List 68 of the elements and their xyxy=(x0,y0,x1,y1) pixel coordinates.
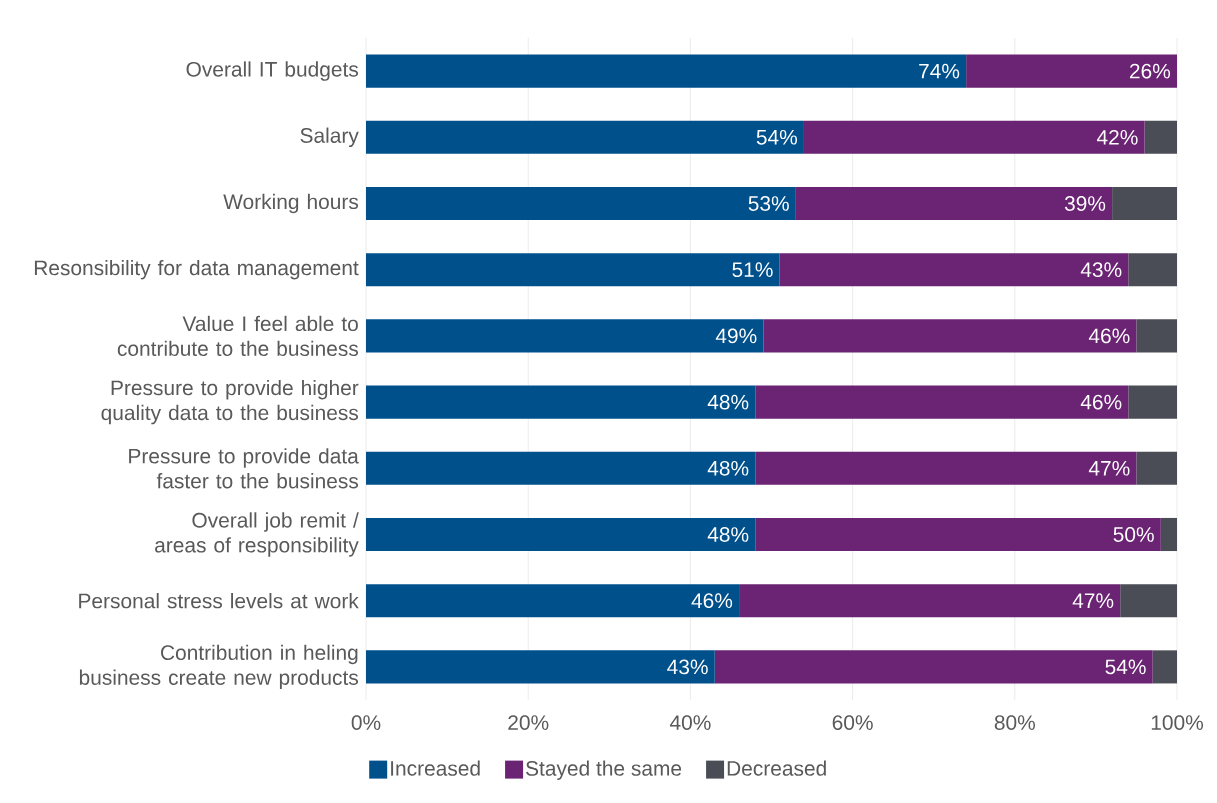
bar xyxy=(1136,319,1178,353)
bar xyxy=(1120,584,1178,618)
data-label: 47% xyxy=(1088,460,1130,476)
bar xyxy=(366,385,756,419)
data-label: 42% xyxy=(1096,129,1138,145)
bar xyxy=(966,54,1178,88)
y-tick-label: Working hours xyxy=(223,193,359,214)
bar xyxy=(366,253,780,287)
data-label: 39% xyxy=(1064,196,1106,211)
bar xyxy=(755,451,1137,485)
data-label: 43% xyxy=(667,659,708,675)
bar xyxy=(366,319,764,353)
data-label: 46% xyxy=(1080,394,1122,410)
data-label: 54% xyxy=(1105,659,1146,675)
y-tick-label: Overall IT budgets xyxy=(186,61,359,81)
x-tick-label: 20% xyxy=(508,715,549,730)
y-tick-label: Resonsibility for data management xyxy=(34,259,359,280)
bar xyxy=(366,186,796,221)
data-label: 74% xyxy=(919,63,960,79)
bar xyxy=(366,451,756,485)
bar xyxy=(1160,517,1178,552)
data-label: 47% xyxy=(1072,593,1114,609)
x-tick-label: 60% xyxy=(832,715,873,730)
data-label: 51% xyxy=(732,262,773,278)
bar xyxy=(1128,253,1178,287)
bar xyxy=(755,385,1129,419)
legend-label: Stayed the same xyxy=(526,760,682,780)
bar xyxy=(1112,186,1178,221)
data-label: 54% xyxy=(756,129,797,145)
data-label: 48% xyxy=(707,460,749,476)
bar xyxy=(1136,451,1178,485)
y-tick-label: Overall job remit / areas of responsibility xyxy=(155,512,359,557)
data-label: 50% xyxy=(1113,527,1154,542)
bar xyxy=(366,54,967,88)
bar xyxy=(739,584,1121,618)
bar xyxy=(714,650,1153,684)
data-label: 46% xyxy=(1088,328,1130,344)
data-label: 26% xyxy=(1129,63,1171,79)
x-tick-label: 100% xyxy=(1151,715,1204,730)
y-tick-label: Personal stress levels at work xyxy=(79,593,359,609)
bar xyxy=(366,120,804,154)
y-tick-label: Contribution in heling business create new products xyxy=(79,644,359,690)
bar xyxy=(803,120,1145,154)
bar xyxy=(779,253,1129,287)
bar xyxy=(1128,385,1178,419)
data-label: 48% xyxy=(707,394,749,410)
bar xyxy=(795,186,1113,221)
x-tick-label: 80% xyxy=(994,715,1035,730)
bar xyxy=(755,517,1161,552)
y-tick-label: Salary xyxy=(300,127,359,148)
bar xyxy=(366,584,740,618)
data-label: 53% xyxy=(748,196,789,211)
x-tick-label: 0% xyxy=(351,715,381,730)
bar xyxy=(366,517,756,552)
y-tick-label: Pressure to provide higher quality data to the business xyxy=(101,379,359,425)
y-tick-label: Pressure to provide data faster to the business xyxy=(129,448,359,489)
data-label: 43% xyxy=(1080,262,1122,278)
bar xyxy=(1144,120,1178,154)
bar xyxy=(366,650,715,684)
legend-label: Increased xyxy=(391,760,480,776)
data-label: 48% xyxy=(707,527,749,542)
bar xyxy=(763,319,1137,353)
data-label: 49% xyxy=(715,328,757,344)
bar xyxy=(1152,650,1178,684)
legend-label: Decreased xyxy=(727,760,826,776)
y-tick-label: Value I feel able to contribute to the business xyxy=(117,315,359,357)
data-label: 46% xyxy=(691,593,733,609)
x-tick-label: 40% xyxy=(669,715,711,730)
